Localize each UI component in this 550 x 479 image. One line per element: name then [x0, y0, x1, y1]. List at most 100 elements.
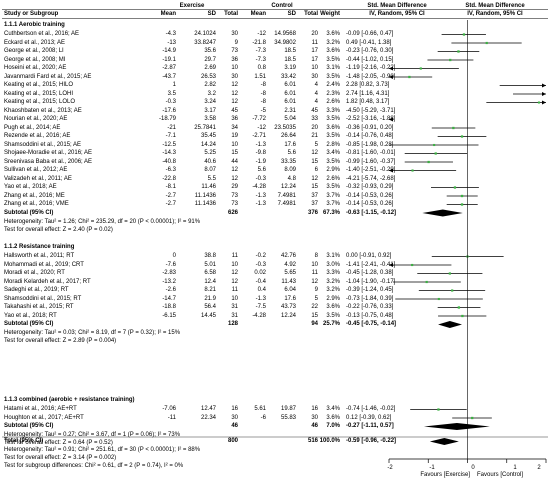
total-ctrl: 37 [311, 201, 318, 207]
mean-ex: -13 [167, 39, 176, 46]
mean-ctrl: -2.71 [252, 133, 266, 139]
study-ci: -4.21 [-5.74, -2.68] [346, 175, 396, 182]
exercise-group-header: Exercise [179, 3, 205, 9]
total-ex: 11 [231, 287, 238, 293]
total-ctrl: 15 [311, 312, 318, 319]
study-name: Javanmardi Fard et al., 2015; AE [4, 73, 92, 80]
total-ex: 10 [231, 295, 238, 302]
subtotal-total-ex: 128 [227, 321, 238, 327]
axis-tick-label: 1 [513, 465, 517, 471]
subtotal-total-ex: 46 [231, 423, 238, 429]
sd-ex: 3.24 [204, 99, 216, 105]
study-point [433, 143, 436, 147]
sd-ctrl: 3.19 [284, 65, 296, 71]
mean-ctrl: -1.3 [255, 295, 266, 302]
study-ci: -0.85 [-1.98, 0.28] [346, 141, 394, 148]
total-ctrl-header: Total [304, 11, 318, 17]
study-point [425, 280, 428, 284]
mean-ctrl: -0.3 [255, 175, 266, 182]
study-ci: -0.81 [-1.60, -0.01] [346, 150, 396, 156]
study-name: Moradi et al., 2020; RT [4, 270, 65, 276]
study-name: Sreenivasa Baba et al., 2006; AE [4, 158, 93, 165]
total-ex-header: Total [224, 11, 238, 17]
sd-ex: 14.45 [200, 312, 216, 319]
total-ctrl: 16 [311, 406, 318, 412]
sd-ctrl: 7.4981 [277, 201, 296, 207]
iv-header-left: IV, Random, 95% CI [369, 11, 425, 17]
sd-ex: 6.58 [204, 270, 216, 276]
sd-ctrl: 7.4981 [277, 192, 296, 199]
mean-ex: -14.3 [162, 150, 176, 156]
subgroup-effect-test: Test for overall effect: Z = 2.40 (P = 0… [4, 226, 113, 233]
study-point [453, 186, 457, 189]
favours-control-label: Favours [Control] [477, 472, 524, 478]
mean-ex: -6.15 [162, 312, 176, 319]
study-point [452, 126, 455, 130]
total-ex: 30 [231, 414, 238, 421]
weight: 3.2% [326, 39, 340, 46]
total-ex: 9 [234, 39, 238, 46]
total-ctrl: 20 [311, 124, 318, 131]
study-name: Shojaee-Moradie et al., 2016; AE [4, 150, 93, 156]
subtotal-total-ctrl: 376 [307, 209, 318, 216]
subtotal-total-ex: 626 [227, 209, 238, 216]
sd-ctrl: 17.6 [284, 295, 296, 302]
sd-ex: 11.1436 [194, 192, 216, 199]
study-ci-line-arrow-left [389, 66, 393, 71]
sd-ctrl: 34.9802 [274, 39, 296, 46]
study-ci: 0.00 [-0.91, 0.92] [346, 253, 392, 259]
mean-ex: -2.7 [165, 201, 176, 207]
study-name: Nourian et al., 2020; AE [4, 116, 68, 122]
mean-ex: -7.06 [162, 406, 176, 412]
study-point [471, 416, 474, 420]
study-ci: -4.50 [-5.29, -3.71] [346, 107, 396, 114]
sd-ctrl: 14.9568 [274, 31, 296, 37]
subtotal-ci: -0.63 [-1.15, -0.12] [346, 209, 397, 216]
total-ctrl: 17 [311, 48, 318, 54]
total-ctrl: 20 [311, 31, 318, 37]
mean-ctrl: 0.02 [254, 270, 266, 276]
mean-ex: -2.6 [165, 287, 176, 293]
smd-header-left: Std. Mean Difference [367, 3, 427, 9]
sd-ex: 5.5 [207, 175, 216, 182]
overall-heterogeneity: Heterogeneity: Tau² = 0.91; Chi² = 251.6… [4, 447, 201, 453]
weight: 3.5% [326, 133, 340, 139]
study-column-header: Study or Subgroup [4, 11, 59, 17]
weight: 3.3% [326, 270, 340, 276]
sd-ctrl: 23.5035 [274, 124, 296, 131]
study-ci-line-arrow-left [389, 75, 393, 79]
weight: 3.3% [326, 107, 340, 114]
mean-ex: -8.1 [165, 184, 176, 190]
study-point [408, 75, 411, 79]
total-ctrl: 30 [311, 73, 318, 80]
total-ctrl: 22 [311, 304, 318, 310]
weight: 3.1% [326, 65, 340, 71]
axis-tick-label: -2 [387, 465, 393, 471]
study-point [485, 41, 488, 45]
subtotal-total-ctrl: 46 [311, 423, 318, 429]
overall-ci: -0.59 [-0.96, -0.22] [346, 438, 397, 444]
total-ctrl: 4 [314, 99, 318, 105]
mean-ctrl: -0.3 [255, 261, 266, 268]
total-ex: 12 [231, 82, 238, 88]
mean-ctrl: -7.5 [255, 304, 266, 310]
subtotal-total-ctrl: 94 [311, 321, 318, 327]
sd-ctrl: 12.24 [280, 312, 296, 319]
study-ci: -1.40 [-2.51, -0.29] [346, 167, 396, 173]
study-point [462, 33, 466, 36]
study-ci: 2.74 [1.16, 4.31] [346, 90, 390, 97]
study-name: Eckard et al., 2013; AE [4, 39, 66, 46]
study-point [448, 272, 451, 275]
study-name: Yao et al., 2018; RT [4, 312, 57, 319]
axis-tick-label: -1 [429, 465, 435, 471]
weight: 3.4% [326, 406, 340, 412]
mean-ex: -18.8 [162, 304, 176, 310]
axis-tick-label: 0 [471, 465, 475, 471]
mean-ex: -14.7 [162, 295, 176, 302]
study-name: Sadeghi et al., 2019; RT [4, 287, 69, 293]
mean-ex-header: Mean [160, 11, 176, 17]
sd-ex: 29.7 [204, 56, 216, 63]
study-ci-line-arrow-right [542, 100, 546, 105]
sd-ctrl: 8.09 [284, 167, 296, 173]
total-ctrl: 12 [311, 278, 318, 285]
